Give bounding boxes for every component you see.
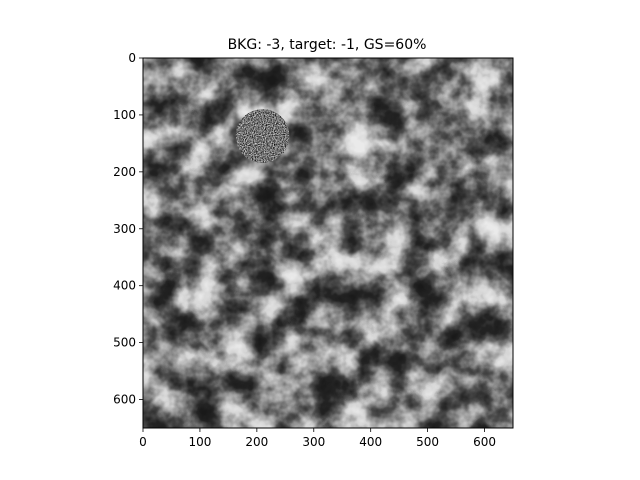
y-tick-label: 400 [113,279,136,293]
plot-area [143,58,513,428]
x-tick-label: 500 [416,435,439,449]
y-tick-label: 300 [113,222,136,236]
y-tick-label: 200 [113,165,136,179]
x-tick-label: 0 [139,435,147,449]
y-tick-label: 600 [113,393,136,407]
x-tick-label: 400 [359,435,382,449]
heatmap-image [143,58,513,428]
x-tick-label: 300 [302,435,325,449]
y-tick-label: 500 [113,336,136,350]
chart-title: BKG: -3, target: -1, GS=60% [228,37,427,53]
y-tick-label: 100 [113,108,136,122]
x-tick-label: 600 [473,435,496,449]
x-axis: 0 100 200 300 400 500 600 [139,428,496,449]
y-tick-label: 0 [128,51,136,65]
target-disk [235,109,290,163]
x-tick-label: 200 [245,435,268,449]
y-axis: 0 100 200 300 400 500 600 [113,51,143,407]
x-tick-label: 100 [188,435,211,449]
axes-frame [142,57,514,429]
